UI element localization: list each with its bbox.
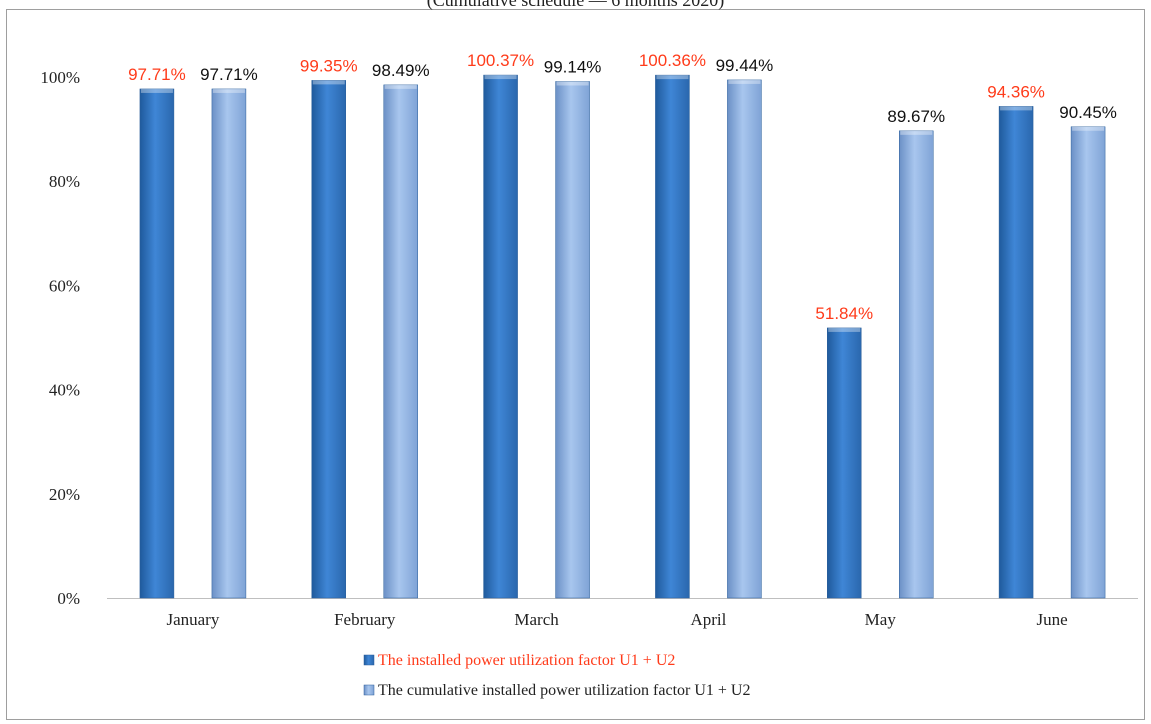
legend-swatch-series-0 xyxy=(364,655,374,665)
bar-series-0 xyxy=(999,106,1033,598)
data-label-series-1: 99.14% xyxy=(544,57,602,76)
bar-top-highlight xyxy=(828,328,860,332)
y-tick-label: 80% xyxy=(49,172,80,191)
data-label-series-1: 99.44% xyxy=(716,56,774,75)
data-label-series-0: 94.36% xyxy=(987,82,1045,101)
y-tick-label: 0% xyxy=(57,589,80,608)
x-category-label: February xyxy=(334,610,396,629)
x-category-label: June xyxy=(1036,610,1067,629)
bar-top-highlight xyxy=(900,131,932,135)
bar-top-highlight xyxy=(656,75,688,79)
bar-top-highlight xyxy=(213,89,245,93)
bar-top-highlight xyxy=(1000,106,1032,110)
data-label-series-0: 51.84% xyxy=(815,304,873,323)
x-category-label: March xyxy=(514,610,559,629)
data-label-series-1: 97.71% xyxy=(200,65,258,84)
data-label-series-0: 100.37% xyxy=(467,51,534,70)
bar-series-0 xyxy=(484,75,518,598)
data-label-series-1: 90.45% xyxy=(1059,103,1117,122)
x-category-label: April xyxy=(690,610,726,629)
bar-series-1 xyxy=(727,80,761,598)
data-label-series-0: 97.71% xyxy=(128,65,186,84)
bar-series-1 xyxy=(1071,127,1105,598)
bar-series-0 xyxy=(312,80,346,598)
bar-top-highlight xyxy=(313,80,345,84)
bar-top-highlight xyxy=(728,80,760,84)
data-label-series-1: 98.49% xyxy=(372,61,430,80)
bar-series-1 xyxy=(556,81,590,598)
data-label-series-0: 99.35% xyxy=(300,56,358,75)
bar-top-highlight xyxy=(1072,127,1104,131)
legend-label-series-0: The installed power utilization factor U… xyxy=(378,652,675,669)
y-tick-label: 60% xyxy=(49,276,80,295)
bar-series-1 xyxy=(899,131,933,598)
bar-series-0 xyxy=(655,75,689,598)
bar-series-0 xyxy=(140,89,174,598)
legend-swatch-series-1 xyxy=(364,685,374,695)
bar-series-1 xyxy=(384,85,418,598)
bar-series-0 xyxy=(827,328,861,598)
legend-label-series-1: The cumulative installed power utilizati… xyxy=(378,682,750,699)
data-label-series-0: 100.36% xyxy=(639,51,706,70)
bar-series-1 xyxy=(212,89,246,598)
bar-top-highlight xyxy=(385,85,417,89)
y-tick-label: 100% xyxy=(40,68,80,87)
y-tick-label: 20% xyxy=(49,485,80,504)
x-category-label: May xyxy=(865,610,897,629)
bar-top-highlight xyxy=(485,75,517,79)
bar-top-highlight xyxy=(141,89,173,93)
data-label-series-1: 89.67% xyxy=(887,107,945,126)
y-tick-label: 40% xyxy=(49,381,80,400)
x-category-label: January xyxy=(166,610,219,629)
bar-top-highlight xyxy=(557,81,589,85)
